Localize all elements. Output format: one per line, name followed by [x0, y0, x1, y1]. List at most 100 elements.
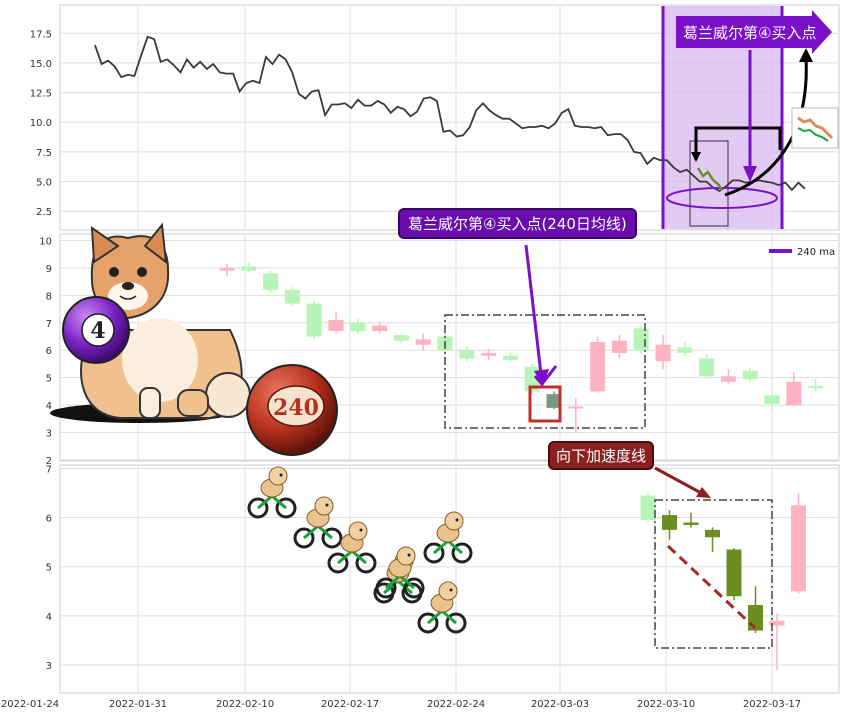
puppies-on-bikes-illustration: [247, 466, 473, 634]
candle: [808, 379, 824, 392]
x-tick-label: 2022-02-10: [216, 699, 274, 710]
candle: [306, 300, 322, 340]
candle-body: [459, 350, 475, 359]
bottom-dash-box: [654, 499, 773, 649]
candle: [590, 336, 606, 393]
candle-body: [590, 342, 606, 392]
candle-body: [481, 352, 497, 356]
puppy-bike-icon: [375, 546, 425, 599]
candle-body: [742, 370, 758, 380]
bottom-panel-annotations: [654, 466, 773, 649]
bottom-callout-arrowhead: [696, 487, 711, 498]
y-tick-label: 9: [46, 264, 52, 275]
tick-label-layer: 2022-01-24 2022-01-31 2022-02-10 2022-02-17…: [1, 29, 801, 710]
mid-check-mark: [533, 365, 558, 387]
candle: [459, 346, 475, 362]
mid-purple-arrowhead: [534, 369, 549, 386]
candle-body: [546, 394, 562, 408]
candle-body: [372, 325, 388, 332]
price-series-line: [94, 35, 806, 193]
mid-candle-layer: [219, 262, 824, 433]
y-tick-label: 10.0: [30, 118, 52, 129]
candle: [720, 369, 736, 385]
candle: [241, 262, 257, 273]
zoom-rect: [689, 140, 729, 227]
candle: [662, 510, 677, 540]
y-tick-label: 3: [46, 661, 52, 672]
y-tick-label: 2.5: [36, 207, 52, 218]
x-tick-label: 2022-03-10: [637, 699, 695, 710]
legend-label: 240 ma: [797, 247, 835, 258]
candle-body: [633, 328, 649, 351]
candle-body: [284, 289, 300, 304]
puppy-bike-icon: [417, 581, 467, 634]
y-tick-label: 7: [46, 319, 52, 330]
candle-body: [350, 322, 366, 332]
candle-body: [241, 266, 257, 271]
y-tick-label: 10: [39, 236, 52, 247]
x-tick-label: 2022-01-31: [109, 699, 167, 710]
candle: [764, 392, 780, 411]
thumbnail-dogs-icon: [797, 116, 834, 140]
candle: [699, 354, 715, 378]
y-tick-label: 6: [46, 514, 52, 525]
candle-body: [263, 273, 279, 290]
y-tick-label: 15.0: [30, 59, 52, 70]
candle: [568, 398, 584, 433]
candle-body: [328, 320, 344, 332]
y-tick-label: 3: [46, 429, 52, 440]
candle: [393, 333, 409, 344]
candle: [633, 325, 649, 355]
black-pointer-line: [694, 126, 782, 160]
ball-4-icon: 4: [62, 296, 130, 364]
x-tick-label: 2022-02-17: [321, 699, 379, 710]
puppy-bike-icon: [423, 511, 473, 564]
top-panel-annotations: [666, 10, 839, 227]
thumbnail-bikes-icon: [797, 127, 829, 142]
top-callout-arrow-shape: [676, 10, 832, 54]
candle: [481, 348, 497, 360]
y-tick-label: 5: [46, 374, 52, 385]
y-tick-label: 17.5: [30, 29, 52, 40]
candle: [611, 335, 627, 359]
candle: [791, 493, 806, 594]
candle-body: [791, 505, 806, 592]
candle: [350, 318, 366, 334]
candle-body: [769, 620, 785, 626]
y-tick-label: 7.5: [36, 148, 52, 159]
candle-body: [219, 267, 235, 271]
x-tick-label: 2022-03-17: [743, 699, 801, 710]
y-tick-label: 6: [46, 346, 52, 357]
candle: [328, 311, 344, 334]
candle-body: [662, 515, 677, 530]
candle: [677, 342, 693, 356]
candle: [372, 321, 388, 334]
candle-body: [786, 381, 802, 406]
candle-body: [720, 376, 736, 382]
candle: [263, 270, 279, 293]
x-tick-label: 2022-02-24: [427, 699, 485, 710]
mid-callout-label: 葛兰威尔第④买入点(240日均线): [398, 208, 637, 239]
candle: [742, 368, 758, 382]
bottom-panel-frame: [59, 464, 840, 694]
puppy-bike-icon: [327, 521, 377, 574]
candle: [683, 512, 699, 528]
candle: [546, 391, 562, 410]
x-tick-label: 2022-01-24: [1, 699, 59, 710]
candle-body: [683, 522, 699, 525]
candle-body: [677, 347, 693, 353]
candle-body: [640, 495, 656, 521]
top-callout-label: 葛兰威尔第④买入点: [683, 24, 817, 42]
ball-240-icon: 240: [246, 364, 338, 456]
candle: [640, 493, 656, 523]
mid-red-highlight-box: [528, 385, 562, 423]
candle: [769, 613, 785, 670]
mid-panel-annotations: 240 ma: [444, 244, 835, 429]
candle: [655, 335, 671, 370]
pointer-arrowhead: [691, 152, 701, 162]
candle: [219, 263, 235, 277]
accel-dashed-line: [666, 544, 757, 630]
y-tick-label: 2: [46, 456, 52, 467]
bottom-callout-arrow: [654, 466, 704, 496]
